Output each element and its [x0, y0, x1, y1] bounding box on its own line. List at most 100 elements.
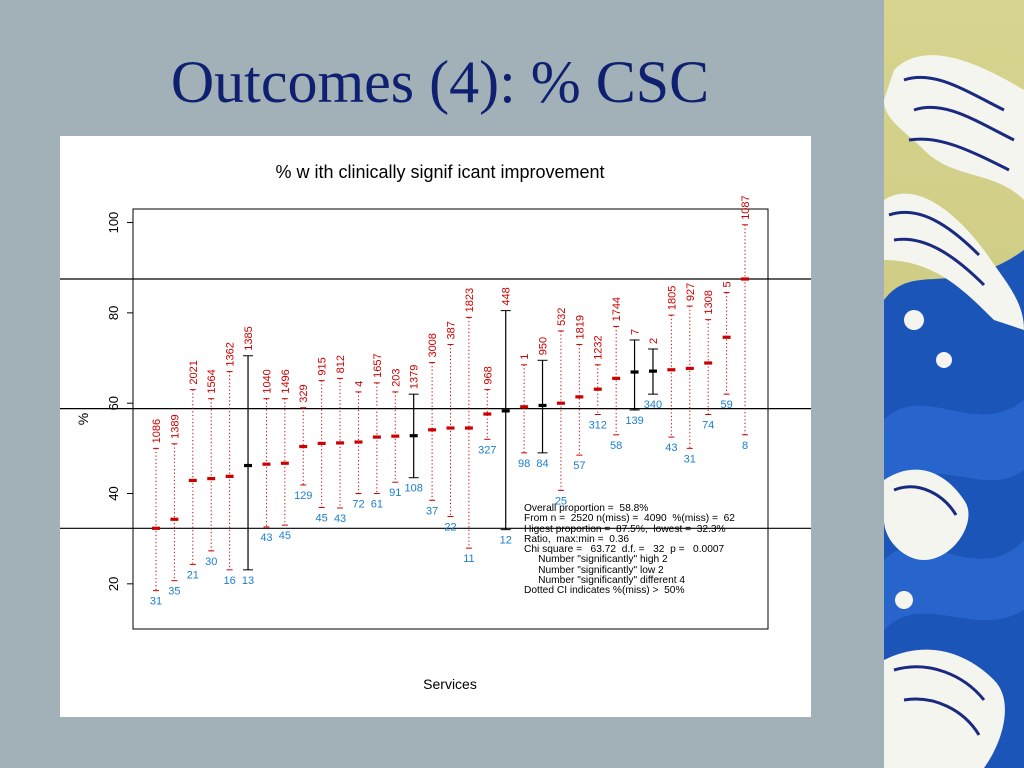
service-23: 532 25 [555, 308, 568, 508]
point-estimate [244, 463, 253, 468]
n-label-bottom: 25 [555, 495, 567, 507]
point-estimate [593, 387, 602, 391]
n-label-bottom: 31 [150, 596, 162, 608]
n-label-top: 3008 [427, 333, 439, 357]
point-estimate [667, 368, 676, 372]
point-estimate [685, 366, 694, 371]
n-label-top: 812 [335, 355, 347, 373]
summary-line: Number "significantly" high 2 [524, 554, 668, 566]
n-label-top: 927 [685, 283, 697, 301]
service-7: 1040 43 [260, 369, 273, 544]
n-label-top: 1823 [464, 288, 476, 312]
y-tick-label: 20 [106, 577, 121, 591]
service-3: 2021 21 [187, 360, 200, 581]
n-label-top: 1 [519, 354, 531, 360]
n-label-top: 1232 [593, 335, 605, 359]
point-estimate [262, 462, 271, 466]
n-label-bottom: 22 [444, 522, 456, 534]
service-10: 915 45 [316, 357, 329, 524]
chart-panel: % w ith clinically signif icant improvem… [60, 136, 811, 717]
n-label-top: 1564 [206, 369, 218, 393]
n-label-top: 1496 [280, 369, 292, 393]
service-5: 1362 16 [224, 342, 237, 587]
n-label-bottom: 43 [260, 532, 272, 544]
summary-line: Number "significantly" different 4 [524, 575, 686, 587]
n-label-bottom: 43 [665, 442, 677, 454]
summary-line: Higest proportion = 87.5%, lowest = 32.3… [524, 523, 726, 535]
service-18: 1823 11 [463, 288, 476, 565]
point-estimate [612, 376, 621, 380]
n-label-top: 1819 [574, 315, 586, 339]
summary-statistics: Overall proportion = 58.8% From n = 2520 … [524, 503, 794, 597]
service-30: 927 31 [684, 283, 697, 466]
point-estimate [446, 426, 455, 430]
n-label-top: 329 [298, 384, 310, 402]
y-axis: 20 40 60 80 100 [106, 212, 133, 591]
n-label-top: 1657 [372, 353, 384, 377]
service-27: 7 139 [625, 329, 643, 427]
y-tick-label: 40 [106, 486, 121, 500]
n-label-bottom: 59 [720, 399, 732, 411]
service-28: 2 340 [644, 338, 662, 411]
n-label-bottom: 43 [334, 513, 346, 525]
n-label-top: 1385 [243, 326, 255, 350]
n-label-bottom: 37 [426, 505, 438, 517]
n-label-bottom: 35 [168, 586, 180, 598]
point-estimate [336, 441, 345, 445]
n-label-bottom: 139 [625, 415, 643, 427]
point-estimate [538, 403, 547, 408]
n-label-bottom: 74 [702, 419, 714, 431]
n-label-top: 5 [722, 281, 734, 287]
n-label-top: 1379 [409, 365, 421, 389]
summary-line: Dotted CI indicates %(miss) > 50% [524, 585, 685, 597]
n-label-top: 1040 [261, 369, 273, 393]
data-marks: 1086311389352021211564301362161385131040… [150, 195, 752, 607]
n-label-bottom: 13 [242, 575, 254, 587]
n-label-bottom: 72 [352, 499, 364, 511]
n-label-bottom: 16 [224, 575, 236, 587]
n-label-top: 950 [538, 337, 550, 355]
n-label-bottom: 45 [316, 513, 328, 525]
service-15: 1379 108 [405, 365, 423, 495]
point-estimate [575, 395, 584, 399]
point-estimate [520, 405, 529, 409]
point-estimate [299, 444, 308, 449]
service-32: 5 59 [720, 281, 733, 411]
n-label-bottom: 45 [279, 530, 291, 542]
n-label-bottom: 129 [294, 490, 312, 502]
point-estimate [391, 434, 400, 438]
n-label-top: 2 [648, 338, 660, 344]
n-label-bottom: 61 [371, 499, 383, 511]
point-estimate [722, 335, 731, 339]
service-4: 1564 30 [205, 369, 218, 568]
n-label-bottom: 91 [389, 487, 401, 499]
n-label-top: 1744 [611, 297, 623, 321]
service-9: 329 129 [294, 384, 312, 502]
service-24: 1819 57 [573, 315, 586, 472]
service-1: 1086 31 [150, 419, 163, 608]
point-estimate [409, 434, 418, 438]
n-label-top: 532 [556, 308, 568, 326]
n-label-top: 387 [446, 321, 458, 339]
point-estimate [188, 478, 197, 483]
service-22: 950 84 [536, 337, 549, 470]
n-label-top: 1362 [225, 342, 237, 366]
point-estimate [741, 277, 749, 281]
n-label-bottom: 30 [205, 556, 217, 568]
n-label-bottom: 57 [573, 460, 585, 472]
point-estimate [501, 409, 510, 413]
point-estimate [630, 370, 639, 374]
point-estimate [280, 461, 289, 465]
chart-svg: % w ith clinically signif icant improvem… [60, 162, 811, 692]
service-14: 203 91 [389, 369, 402, 500]
point-estimate [170, 517, 179, 521]
n-label-bottom: 84 [536, 458, 548, 470]
point-estimate [372, 435, 381, 439]
service-21: 1 98 [518, 354, 531, 470]
summary-line: Ratio, max:min = 0.36 [524, 533, 630, 545]
n-label-top: 915 [317, 357, 329, 375]
point-estimate [354, 440, 363, 444]
point-estimate [225, 474, 234, 478]
point-estimate [483, 412, 492, 416]
n-label-bottom: 8 [742, 440, 748, 452]
